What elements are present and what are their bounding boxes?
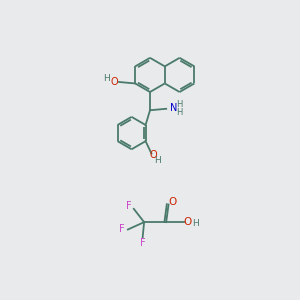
Text: H: H xyxy=(176,108,183,117)
Text: O: O xyxy=(149,150,157,160)
Text: H: H xyxy=(192,219,199,228)
Text: O: O xyxy=(169,196,177,206)
Text: H: H xyxy=(154,156,161,165)
Text: N: N xyxy=(170,103,177,113)
Text: H: H xyxy=(176,100,183,109)
Text: O: O xyxy=(111,77,119,87)
Text: F: F xyxy=(119,224,125,235)
Text: F: F xyxy=(126,201,131,211)
Text: F: F xyxy=(140,238,146,248)
Text: H: H xyxy=(103,74,110,83)
Text: O: O xyxy=(184,217,192,227)
